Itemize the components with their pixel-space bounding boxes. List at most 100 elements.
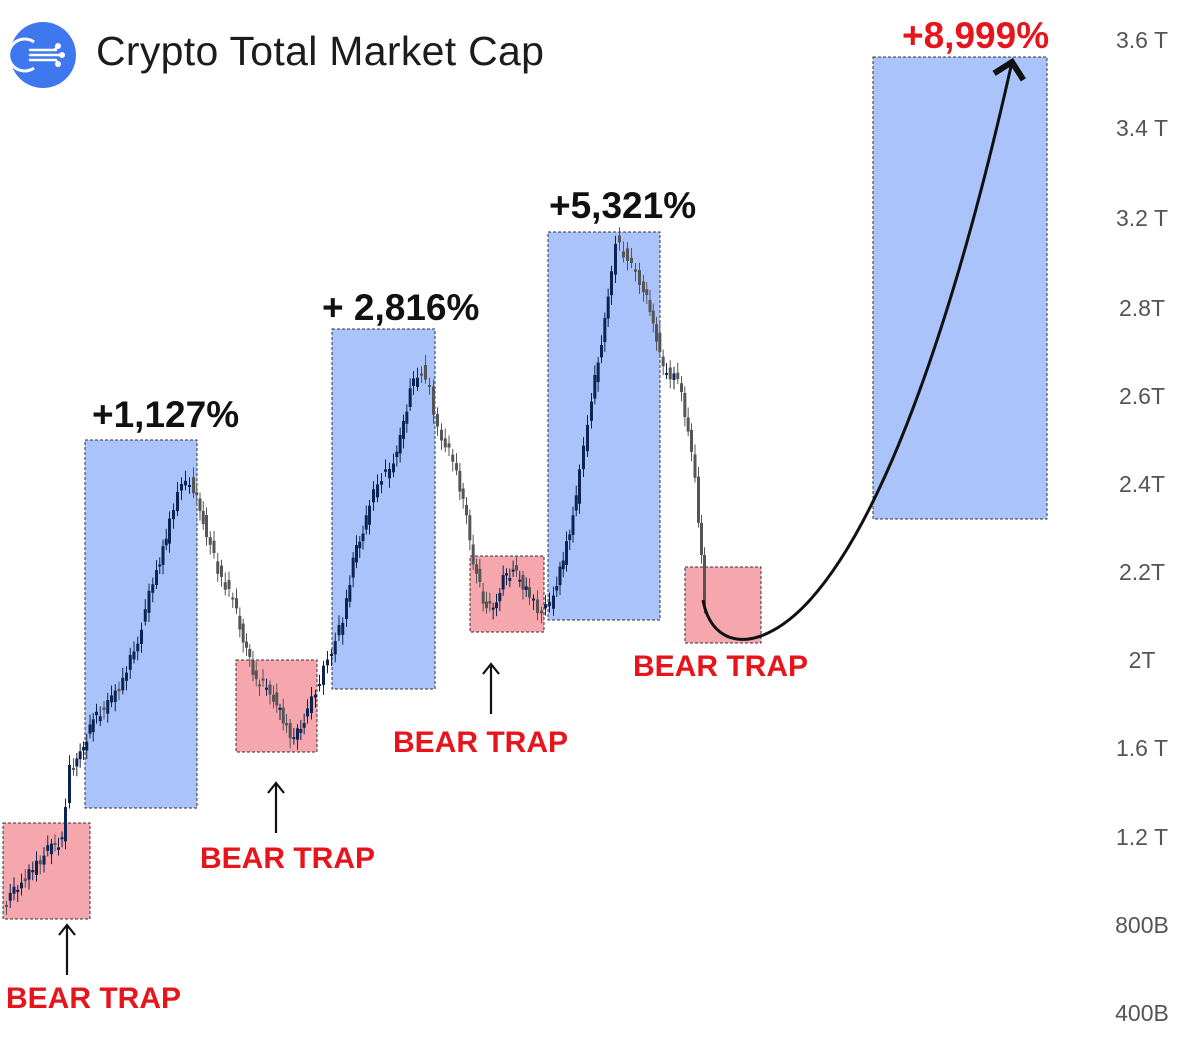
candle	[155, 570, 158, 585]
candle	[593, 375, 597, 399]
candle	[358, 541, 362, 549]
candle	[528, 587, 531, 598]
trap-labels: BEAR TRAP BEAR TRAP BEAR TRAP BEAR TRAP	[6, 650, 808, 1015]
candle	[337, 625, 341, 636]
candle	[241, 623, 245, 643]
candle	[455, 463, 458, 471]
y-tick-label: 1.2 T	[1116, 824, 1168, 850]
candle	[544, 604, 547, 609]
candle	[201, 510, 205, 525]
candle	[91, 719, 95, 733]
candle	[501, 575, 505, 590]
candle	[582, 445, 585, 470]
rally-boxes	[84, 56, 1048, 809]
projection-arrow	[701, 57, 1026, 641]
candles	[5, 227, 706, 915]
candle	[428, 384, 431, 387]
candle	[495, 602, 498, 609]
candle	[245, 641, 248, 648]
candle	[121, 677, 125, 691]
candle	[416, 377, 419, 387]
candle	[180, 483, 183, 491]
candle	[151, 584, 155, 593]
candle	[205, 515, 208, 538]
candle	[158, 564, 162, 567]
candle	[302, 723, 306, 728]
rally-box-4	[872, 56, 1048, 520]
candle	[333, 641, 337, 655]
candle	[380, 481, 383, 485]
candle	[113, 690, 117, 702]
candle	[278, 707, 282, 710]
candle	[465, 504, 468, 516]
candle	[540, 610, 543, 614]
y-tick-label: 2T	[1129, 647, 1156, 673]
candle	[485, 601, 488, 609]
candle	[102, 707, 106, 711]
candle	[420, 373, 423, 376]
candle	[398, 435, 402, 454]
candle	[440, 429, 443, 441]
candle	[683, 392, 687, 418]
candle	[275, 692, 279, 706]
candle	[272, 694, 275, 702]
candle	[27, 869, 31, 880]
candle	[515, 565, 518, 571]
candle	[586, 424, 589, 452]
candle	[668, 367, 672, 380]
candle	[596, 362, 600, 383]
candle	[693, 454, 697, 478]
candle	[20, 882, 23, 889]
candle	[478, 568, 482, 582]
y-tick-label: 400B	[1115, 1000, 1169, 1026]
candle	[42, 855, 46, 865]
y-tick-label: 3.4 T	[1116, 115, 1168, 141]
candle	[388, 468, 391, 479]
candle	[82, 747, 85, 751]
y-tick-label: 2.2T	[1119, 559, 1165, 585]
candle	[680, 383, 683, 393]
candle	[16, 889, 20, 893]
candle	[568, 534, 572, 541]
candle	[198, 498, 202, 511]
up-arrow-icon	[58, 923, 76, 975]
candle	[471, 544, 475, 565]
candle	[110, 695, 113, 703]
candle	[574, 495, 578, 511]
candle	[176, 491, 179, 512]
candle	[184, 480, 187, 486]
candle	[364, 515, 368, 530]
candle	[251, 660, 255, 675]
candle	[88, 724, 92, 734]
candle	[468, 515, 472, 541]
candle	[64, 807, 67, 842]
candle	[8, 892, 12, 901]
candle	[238, 615, 242, 630]
candle	[618, 235, 621, 243]
candle	[498, 592, 502, 602]
candle	[665, 373, 668, 376]
candle	[78, 751, 82, 760]
rally-labels: +1,127% + 2,816% +5,321% +8,999%	[92, 15, 1049, 435]
candle	[488, 601, 492, 604]
candle	[518, 579, 522, 582]
y-tick-label: 2.6T	[1119, 383, 1165, 409]
y-tick-label: 1.6 T	[1116, 735, 1168, 761]
candle	[481, 591, 485, 604]
candle	[351, 557, 355, 578]
candle	[408, 388, 412, 407]
candle	[630, 257, 633, 264]
candle	[552, 595, 555, 609]
candle	[143, 609, 147, 622]
candle	[53, 842, 57, 845]
candle	[322, 665, 325, 685]
candle	[254, 670, 258, 680]
up-arrow-icon	[482, 662, 500, 714]
candle	[223, 582, 227, 590]
candle	[281, 707, 285, 724]
y-tick-label: 3.2 T	[1116, 205, 1168, 231]
candle	[306, 708, 309, 717]
candle	[231, 597, 235, 600]
candle	[60, 837, 64, 840]
candle	[192, 477, 195, 494]
